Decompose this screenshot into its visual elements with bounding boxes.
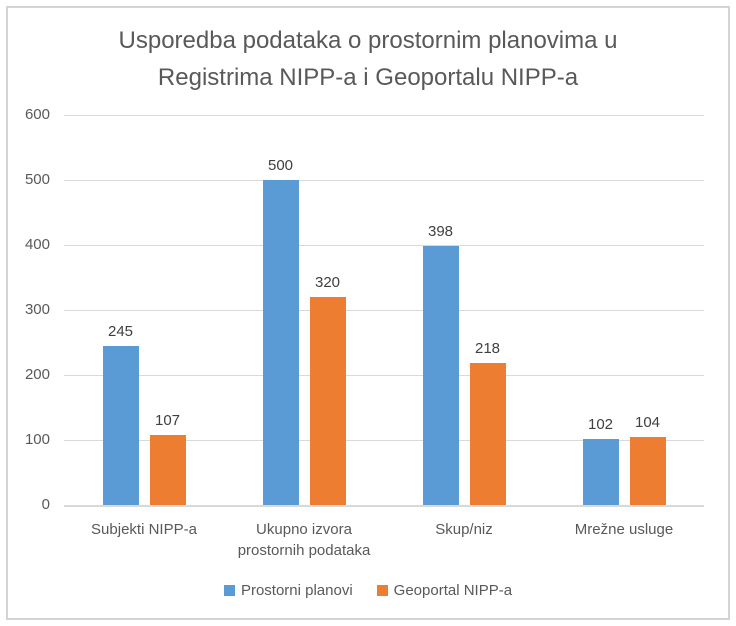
gridline-200 (64, 375, 704, 377)
bar-prostorni-planovi-3 (582, 438, 619, 505)
y-tick-label-0: 0 (41, 496, 50, 513)
legend-item: Prostorni planovi (223, 582, 353, 599)
gridline-600 (64, 115, 704, 116)
category-label-3: Mrežne usluge (574, 521, 674, 538)
data-label: 398 (427, 223, 454, 241)
bar-geoportal-nipp-a-1 (309, 297, 346, 505)
bar-slot: 104 (629, 115, 666, 505)
plot-area: 245 107 500 320 398 218 102 104 (64, 115, 704, 507)
bar-slot: 320 (309, 115, 346, 505)
bar-slot: 102 (582, 115, 619, 505)
bar-group-0: 245 107 (64, 115, 224, 505)
bar-slot: 500 (262, 115, 299, 505)
bar-group-2: 398 218 (384, 115, 544, 505)
chart-title-line-2: Registrima NIPP-a i Geoportalu NIPP-a (157, 64, 579, 91)
bar-group-1: 500 320 (224, 115, 384, 505)
data-label: 500 (267, 157, 294, 174)
bar-slot: 398 (422, 115, 459, 505)
gridline-500 (64, 180, 704, 181)
bar-slot: 107 (149, 115, 186, 505)
data-label: 107 (154, 412, 181, 430)
legend: Prostorni planovi Geoportal NIPP-a (0, 582, 736, 599)
y-axis: 0 100 200 300 400 500 600 (0, 106, 50, 513)
category-label-2: Skup/niz (435, 521, 493, 538)
category-label-0: Subjekti NIPP-a (91, 521, 197, 538)
y-tick-label-100: 100 (24, 431, 50, 449)
y-tick-label-500: 500 (24, 171, 50, 188)
bar-geoportal-nipp-a-2 (469, 363, 506, 505)
y-tick-label-400: 400 (24, 236, 50, 254)
legend-swatch-icon (376, 585, 388, 596)
bar-prostorni-planovi-1 (262, 180, 299, 505)
data-label: 320 (314, 274, 341, 291)
legend-label: Prostorni planovi (240, 582, 353, 599)
gridline-300 (64, 310, 704, 311)
legend-label: Geoportal NIPP-a (393, 582, 513, 599)
bar-prostorni-planovi-2 (422, 246, 459, 505)
y-tick-label-300: 300 (24, 301, 50, 318)
bar-group-3: 102 104 (544, 115, 704, 505)
category-label-1: Ukupno izvora prostornih podataka (237, 521, 371, 559)
bar-groups: 245 107 500 320 398 218 102 104 (64, 115, 704, 505)
y-tick-label-600: 600 (24, 106, 50, 123)
gridline-400 (64, 245, 704, 247)
chart-title: Usporedba podataka o prostornim planovim… (0, 22, 736, 96)
chart-title-line-1: Usporedba podataka o prostornim planovim… (118, 27, 618, 54)
y-tick-label-200: 200 (24, 366, 50, 384)
bar-prostorni-planovi-0 (102, 345, 139, 505)
bar-slot: 245 (102, 115, 139, 505)
legend-item: Geoportal NIPP-a (376, 582, 513, 599)
legend-swatch-icon (223, 585, 235, 596)
gridline-100 (64, 440, 704, 442)
data-label: 218 (474, 340, 501, 358)
bar-geoportal-nipp-a-0 (149, 435, 186, 505)
data-label: 102 (587, 415, 614, 433)
data-label: 104 (634, 414, 661, 432)
category-axis: Subjekti NIPP-a Ukupno izvora prostornih … (64, 519, 704, 561)
bar-geoportal-nipp-a-3 (629, 437, 666, 505)
bar-slot: 218 (469, 115, 506, 505)
data-label: 245 (107, 322, 134, 340)
